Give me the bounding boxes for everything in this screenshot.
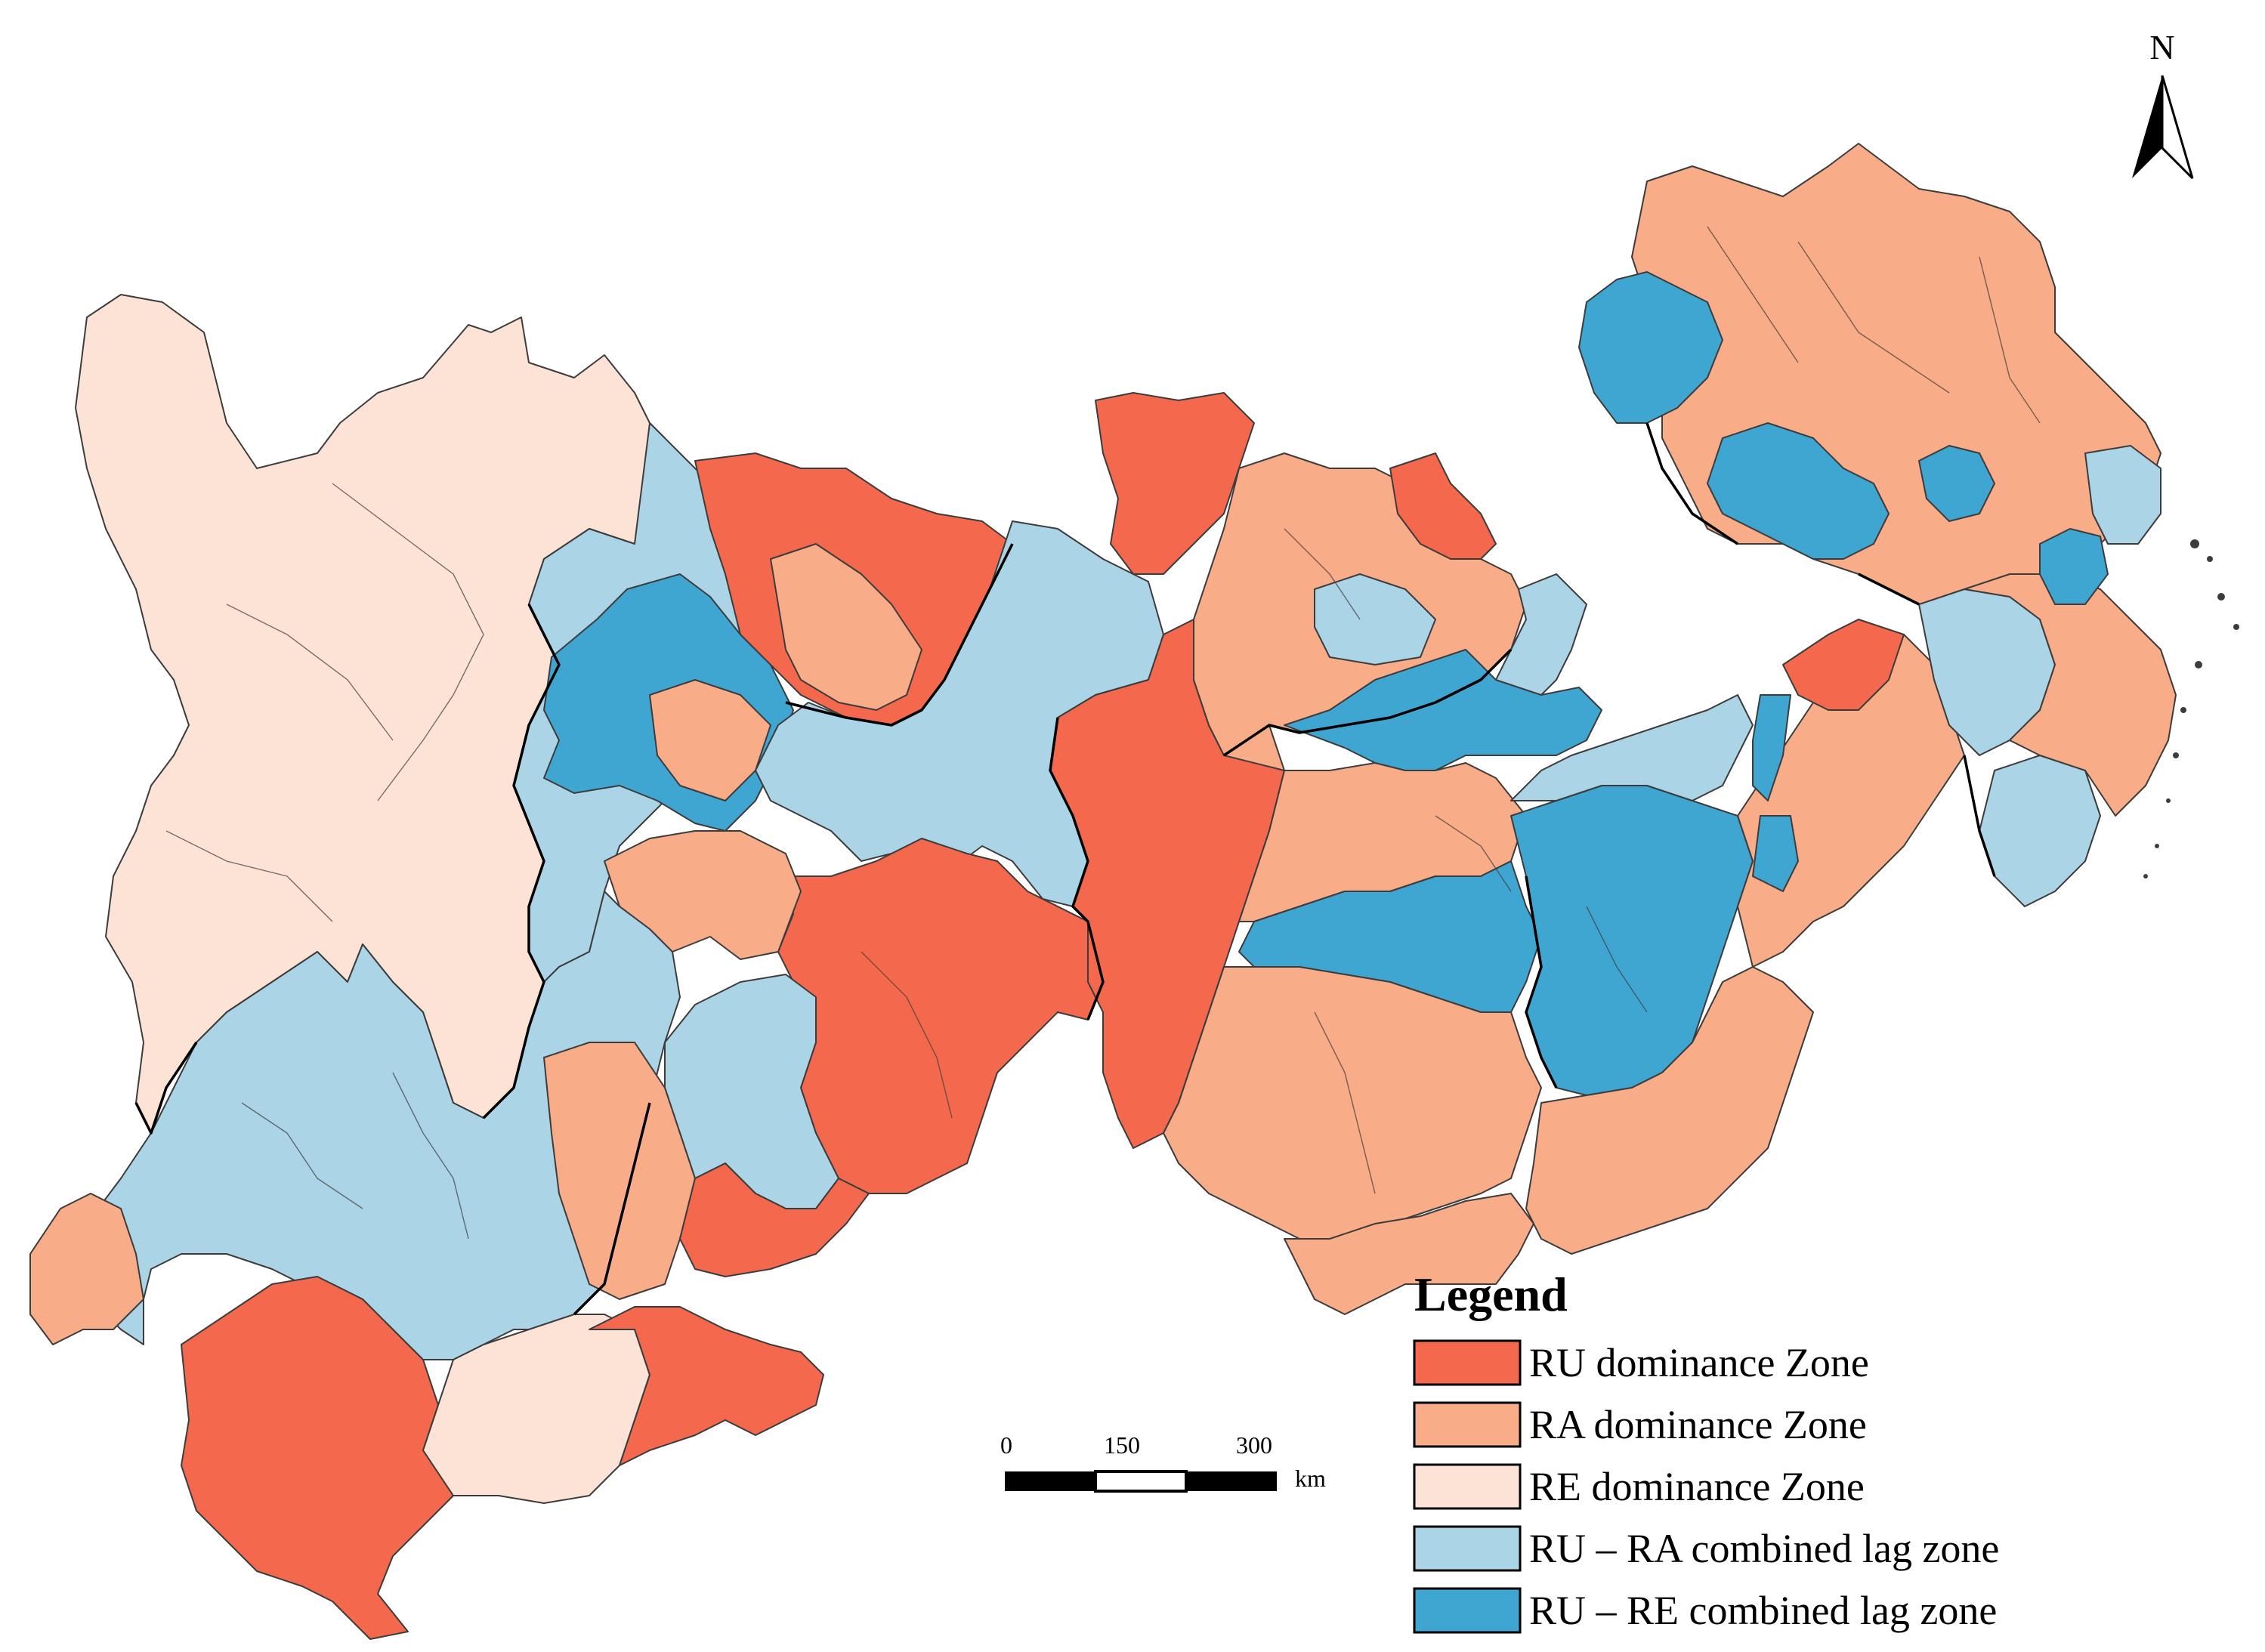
scale-unit-label: km [1295,1465,1326,1492]
region-south-central-ra [1163,966,1542,1255]
region-east-small-ru [1782,619,1905,711]
legend-swatch-ru-ra-lag [1413,1525,1522,1572]
region-northeast-blue-inner [1707,422,1890,560]
scale-bar-segment-1 [1005,1471,1095,1491]
region-south-east-ru [589,1306,824,1466]
scale-tick-label-300: 300 [1236,1431,1272,1459]
scale-bar-segment-2 [1094,1470,1188,1493]
region-south-central-ra-tail [1284,1193,1534,1315]
legend-title: Legend [1414,1268,1568,1321]
legend-item: RU dominance Zone [1413,1339,1869,1386]
north-arrow-icon [2132,75,2194,180]
region-northeast-corner-lag [2084,445,2161,545]
inner-boundaries [165,226,2041,1240]
legend-swatch-re-dominance [1413,1463,1522,1510]
legend-swatch-ru-re-lag [1413,1587,1522,1634]
region-east-narrow-blue [1752,694,1791,801]
legend-label: RU dominance Zone [1529,1340,1869,1385]
map-regions [29,143,2177,1640]
region-south-tip-ru [181,1276,454,1640]
region-central-north-ru [1095,392,1255,575]
legend-item: RA dominance Zone [1413,1401,1867,1448]
legend-swatch-ra-dominance [1413,1401,1522,1448]
region-east-coast-blue [2039,528,2109,605]
scale-bar-segment-3 [1186,1471,1277,1491]
region-northeast-blue-west [1578,271,1723,424]
region-north-east-ru-spot [1389,452,1497,560]
scale-tick-label-0: 0 [1000,1431,1012,1459]
north-arrow: N [2132,28,2194,180]
scale-bar: 0 150 300 km [1000,1431,1326,1493]
legend-item: RE dominance Zone [1413,1463,1865,1510]
region-central-ra-pocket [649,679,771,801]
legend-label: RU – RE combined lag zone [1529,1588,1997,1633]
region-east-south-ra [1525,966,1814,1255]
region-east-central-lag [1510,694,1754,801]
region-northeast-blue-coast [1918,445,1995,522]
legend-label: RA dominance Zone [1529,1402,1867,1447]
legend-item: RU – RA combined lag zone [1413,1525,1999,1572]
region-east-small-blue [1752,815,1799,892]
region-southwest-ra-strip [543,1042,696,1300]
coastal-islands [2143,539,2239,878]
province-outlines [134,422,1996,1316]
legend-swatch-ru-dominance [1413,1339,1522,1386]
region-central-south-ru-2 [679,1163,870,1277]
region-far-southwest-ra [29,1193,144,1345]
region-north-strip-lag [1495,573,1587,696]
legend: Legend RU dominance Zone RA dominance Zo… [1413,1268,1999,1634]
scale-tick-label-150: 150 [1104,1431,1140,1459]
region-north-central-ra [770,543,922,711]
legend-label: RU – RA combined lag zone [1529,1526,1999,1571]
north-arrow-label: N [2149,28,2174,66]
legend-item: RU – RE combined lag zone [1413,1587,1997,1634]
legend-label: RE dominance Zone [1529,1464,1865,1509]
